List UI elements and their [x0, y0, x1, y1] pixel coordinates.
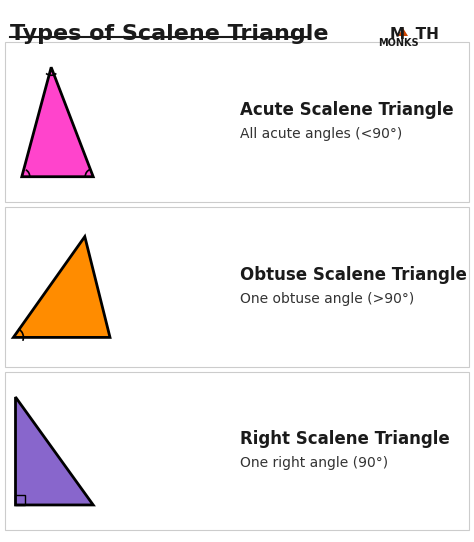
Polygon shape	[22, 67, 93, 177]
Text: Right Scalene Triangle: Right Scalene Triangle	[240, 430, 450, 448]
Text: All acute angles (<90°): All acute angles (<90°)	[240, 127, 402, 141]
Bar	[16, 495, 26, 505]
Text: M  TH: M TH	[390, 27, 439, 42]
Polygon shape	[398, 28, 408, 36]
Polygon shape	[16, 397, 93, 505]
Text: Acute Scalene Triangle: Acute Scalene Triangle	[240, 101, 454, 119]
Text: MONKS: MONKS	[378, 38, 419, 48]
Text: One right angle (90°): One right angle (90°)	[240, 456, 388, 470]
Text: One obtuse angle (>90°): One obtuse angle (>90°)	[240, 292, 414, 306]
Text: Types of Scalene Triangle: Types of Scalene Triangle	[10, 24, 328, 44]
Bar	[5, 207, 469, 367]
Bar	[5, 42, 469, 202]
Text: Obtuse Scalene Triangle: Obtuse Scalene Triangle	[240, 266, 467, 284]
Polygon shape	[13, 237, 110, 338]
Bar	[5, 372, 469, 530]
